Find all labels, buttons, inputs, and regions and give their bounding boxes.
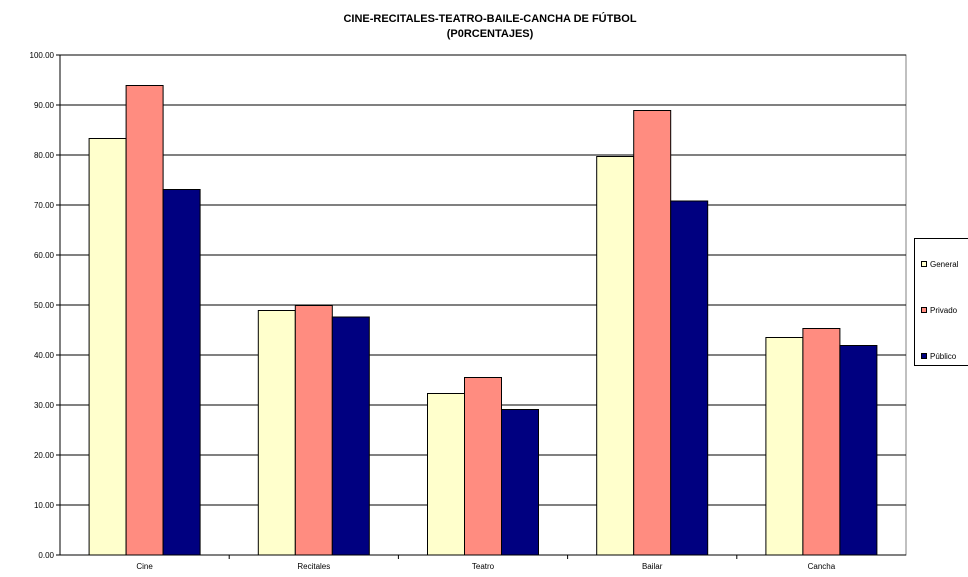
bar-general-teatro — [427, 393, 465, 556]
bar-privado-recitales — [294, 305, 333, 556]
legend-item-público: Público — [921, 349, 956, 363]
bar-público-recitales — [331, 316, 370, 556]
chart-title: CINE-RECITALES-TEATRO-BAILE-CANCHA DE FÚ… — [290, 12, 690, 42]
y-tick-label: 90.00 — [34, 101, 55, 110]
y-tick-label: 80.00 — [34, 151, 55, 160]
x-tick-label: Teatro — [472, 562, 495, 571]
legend: General Privado Público — [914, 238, 968, 366]
y-tick-label: 30.00 — [34, 401, 55, 410]
bar-público-cine — [162, 189, 201, 556]
y-tick-label: 10.00 — [34, 501, 55, 510]
bar-general-cancha — [765, 337, 804, 556]
legend-item-privado: Privado — [921, 303, 957, 317]
y-tick-label: 20.00 — [34, 451, 55, 460]
legend-label: General — [930, 259, 959, 269]
x-tick-label: Cine — [136, 562, 153, 571]
y-tick-label: 60.00 — [34, 251, 55, 260]
y-tick-label: 50.00 — [34, 301, 55, 310]
legend-swatch — [921, 307, 927, 313]
y-tick-label: 100.00 — [30, 51, 55, 60]
legend-label: Público — [930, 351, 957, 361]
bar-público-teatro — [501, 409, 539, 556]
y-tick-label: 70.00 — [34, 201, 55, 210]
bar-general-cine — [88, 138, 127, 556]
bar-privado-teatro — [464, 377, 502, 556]
legend-swatch — [921, 353, 927, 359]
bar-público-bailar — [670, 200, 709, 556]
chart-title-line1: CINE-RECITALES-TEATRO-BAILE-CANCHA DE FÚ… — [343, 13, 637, 25]
bar-privado-cancha — [802, 328, 841, 556]
legend-item-general: General — [921, 257, 958, 271]
bar-general-recitales — [257, 310, 296, 556]
x-tick-label: Bailar — [642, 562, 663, 571]
chart-title-line2: (P0RCENTAJES) — [446, 28, 534, 40]
x-tick-label: Recitales — [297, 562, 330, 571]
bar-privado-cine — [125, 85, 164, 556]
y-tick-label: 0.00 — [38, 551, 54, 560]
bar-público-cancha — [839, 345, 878, 556]
y-tick-label: 40.00 — [34, 351, 55, 360]
legend-label: Privado — [930, 305, 958, 315]
bar-privado-bailar — [633, 110, 672, 556]
legend-swatch — [921, 261, 927, 267]
bar-general-bailar — [596, 156, 635, 556]
x-tick-label: Cancha — [808, 562, 836, 571]
